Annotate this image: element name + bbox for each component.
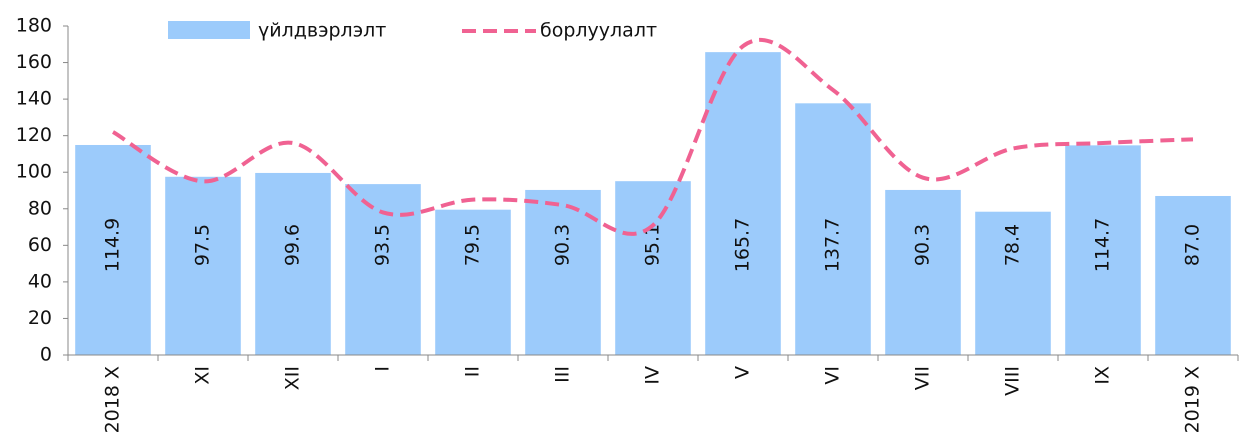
bar [255, 172, 331, 355]
x-tick-label: VIII [1002, 366, 1024, 396]
data-label: 114.7 [1092, 218, 1114, 272]
y-tick-label: 80 [28, 197, 52, 219]
bar [885, 189, 961, 355]
bar [795, 103, 871, 355]
x-tick-label: VI [822, 366, 844, 385]
line [111, 38, 1194, 236]
y-tick-label: 100 [16, 161, 52, 183]
y-tick-label: 140 [16, 88, 52, 110]
legend-label: борлуулалт [540, 20, 657, 42]
data-label: 93.5 [372, 224, 394, 266]
bar [435, 209, 511, 355]
x-tick-label: 2018 X [102, 366, 124, 433]
x-tick-label: III [552, 366, 574, 383]
data-label: 97.5 [192, 224, 214, 266]
bar [615, 181, 691, 355]
data-label: 165.7 [732, 218, 754, 272]
data-label: 87.0 [1182, 224, 1204, 266]
bar [1155, 195, 1231, 355]
bar [975, 211, 1051, 355]
data-label: 90.3 [912, 224, 934, 266]
data-label: 90.3 [552, 224, 574, 266]
data-label: 79.5 [462, 224, 484, 266]
data-label: 114.9 [102, 218, 124, 272]
bar [165, 176, 241, 355]
y-tick-label: 20 [28, 307, 52, 329]
data-label: 137.7 [822, 218, 844, 272]
data-label: 78.4 [1002, 224, 1024, 266]
bar [345, 184, 421, 355]
data-label: 95.1 [642, 224, 664, 266]
x-tick-label: V [732, 366, 754, 379]
x-tick-label: I [372, 366, 394, 372]
legend-label: үйлдвэрлэлт [258, 20, 386, 42]
bar [75, 144, 151, 355]
y-tick-label: 120 [16, 124, 52, 146]
y-tick-label: 40 [28, 270, 52, 292]
x-tick-label: II [462, 366, 484, 377]
y-tick-label: 60 [28, 234, 52, 256]
data-label: 99.6 [282, 224, 304, 266]
legend-swatch [168, 21, 250, 39]
x-tick-label: XII [282, 366, 304, 390]
bar [705, 52, 781, 356]
bar [1065, 145, 1141, 355]
y-tick-label: 160 [16, 51, 52, 73]
x-tick-label: XI [192, 366, 214, 385]
x-tick-label: 2019 X [1182, 366, 1204, 433]
x-tick-label: VII [912, 366, 934, 390]
x-tick-label: IX [1092, 366, 1114, 385]
x-tick-label: IV [642, 366, 664, 385]
y-tick-label: 0 [40, 344, 52, 366]
y-tick-label: 180 [16, 15, 52, 37]
